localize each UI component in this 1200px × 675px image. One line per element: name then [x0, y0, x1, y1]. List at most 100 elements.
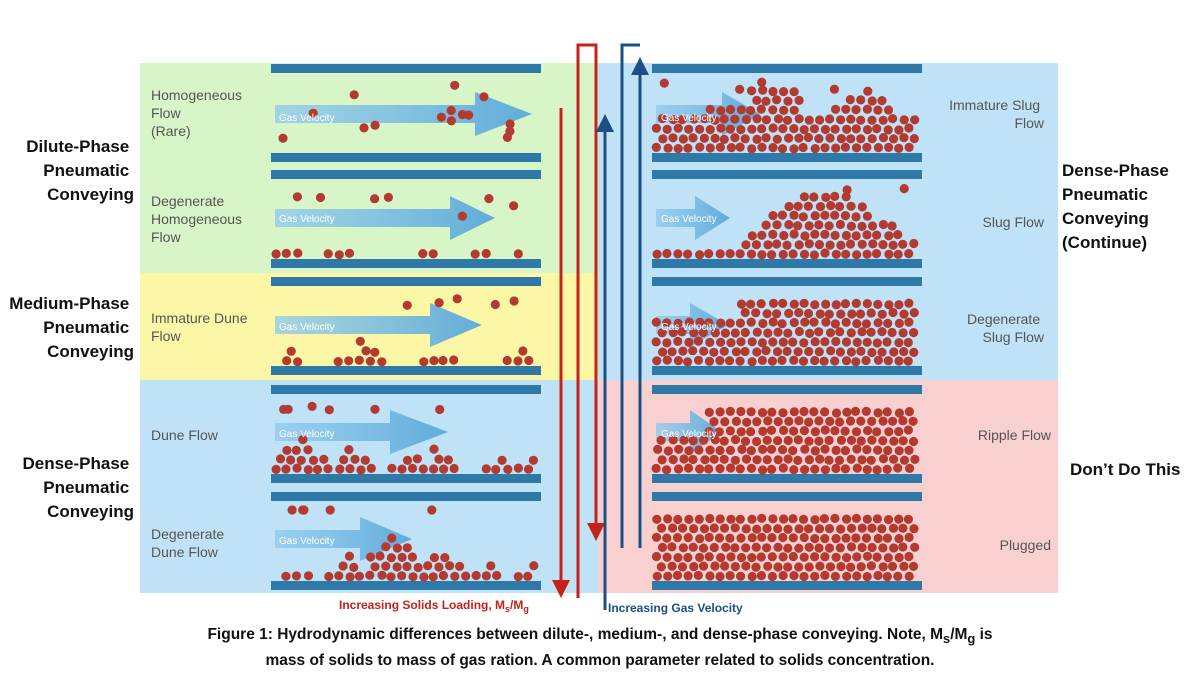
particle — [824, 221, 834, 231]
caption-subscript: s — [943, 631, 951, 647]
particle — [894, 300, 904, 310]
pipe-wall — [652, 64, 922, 73]
particle — [904, 142, 914, 152]
particle — [909, 308, 919, 318]
particle — [668, 455, 678, 465]
caption-text: is — [975, 626, 993, 643]
particle — [730, 523, 740, 533]
particle — [747, 514, 757, 524]
particle — [684, 514, 694, 525]
particle — [735, 318, 746, 328]
particle — [789, 210, 799, 220]
particle — [867, 435, 877, 445]
particle — [726, 552, 736, 562]
particle — [773, 524, 783, 534]
particle — [789, 571, 799, 581]
pipe-wall — [652, 581, 922, 590]
pipe-wall — [271, 64, 541, 73]
particle — [794, 562, 804, 572]
particle — [344, 445, 354, 455]
particle — [429, 553, 439, 563]
solids-loading-label: Increasing Solids Loading, Ms/Mg — [339, 598, 529, 614]
particle — [846, 201, 856, 211]
particle — [820, 552, 830, 562]
particle — [714, 533, 725, 543]
particle — [698, 561, 709, 571]
particle — [824, 435, 834, 445]
particle — [783, 543, 793, 553]
particle — [767, 552, 777, 562]
particle — [709, 417, 719, 427]
particle — [878, 454, 889, 464]
particle — [857, 542, 867, 553]
particle — [695, 124, 705, 134]
particle — [392, 543, 402, 553]
pipe-wall — [652, 385, 922, 394]
particle — [899, 309, 909, 319]
particle — [757, 124, 767, 134]
particle — [831, 336, 841, 347]
particle — [851, 212, 861, 222]
particle — [884, 231, 894, 241]
particle — [354, 571, 364, 581]
particle — [377, 570, 387, 580]
particle — [763, 328, 773, 338]
particle — [763, 561, 773, 571]
particle — [502, 355, 512, 366]
particle — [856, 346, 866, 356]
particle — [868, 239, 878, 249]
particle — [657, 328, 667, 338]
particle — [678, 543, 689, 553]
particle — [656, 435, 666, 445]
particle — [846, 134, 856, 144]
particle — [820, 229, 830, 239]
particle — [758, 318, 768, 329]
particle — [830, 571, 841, 582]
particle — [842, 553, 852, 563]
particle — [688, 133, 698, 143]
particle — [705, 513, 715, 524]
particle — [800, 465, 810, 475]
particle — [856, 562, 866, 572]
particle — [835, 417, 845, 427]
particle — [857, 202, 867, 212]
particle — [674, 444, 684, 454]
particle — [689, 562, 699, 572]
particle — [779, 425, 789, 435]
particle — [789, 87, 799, 97]
particle — [862, 572, 872, 582]
particle — [867, 542, 877, 553]
particle — [281, 571, 291, 581]
pipe-walls — [271, 64, 922, 590]
particle — [873, 533, 883, 544]
particle — [699, 133, 710, 143]
particle — [334, 571, 344, 581]
particle — [653, 444, 663, 454]
particle — [768, 143, 778, 153]
particle — [851, 357, 861, 367]
particle — [293, 357, 303, 367]
particle — [292, 192, 302, 202]
particle — [684, 337, 694, 347]
gas-velocity-label: Gas Velocity — [661, 429, 717, 440]
particle — [840, 299, 851, 309]
particle — [909, 524, 919, 534]
particle — [799, 532, 809, 543]
particle — [851, 298, 861, 308]
particle — [772, 309, 782, 319]
particle — [835, 201, 845, 212]
particle — [735, 84, 745, 94]
particle — [873, 445, 883, 455]
particle — [360, 455, 370, 465]
particle — [673, 249, 683, 259]
particle — [735, 356, 745, 366]
particle — [814, 543, 824, 553]
particle — [782, 240, 792, 250]
particle — [893, 463, 903, 473]
particle — [725, 571, 735, 581]
particle — [798, 356, 809, 366]
particle — [370, 562, 380, 572]
particle — [799, 571, 809, 582]
particle — [683, 533, 693, 543]
particle — [777, 355, 787, 365]
